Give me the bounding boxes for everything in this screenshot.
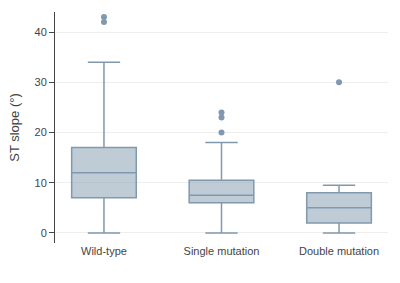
svg-text:40: 40 <box>35 26 47 38</box>
svg-text:20: 20 <box>35 126 47 138</box>
svg-text:10: 10 <box>35 177 47 189</box>
svg-text:Single mutation: Single mutation <box>184 245 260 257</box>
svg-text:0: 0 <box>41 227 47 239</box>
svg-text:ST slope (°): ST slope (°) <box>7 93 22 162</box>
svg-text:Wild-type: Wild-type <box>81 245 127 257</box>
svg-text:Double mutation: Double mutation <box>299 245 379 257</box>
svg-text:30: 30 <box>35 76 47 88</box>
